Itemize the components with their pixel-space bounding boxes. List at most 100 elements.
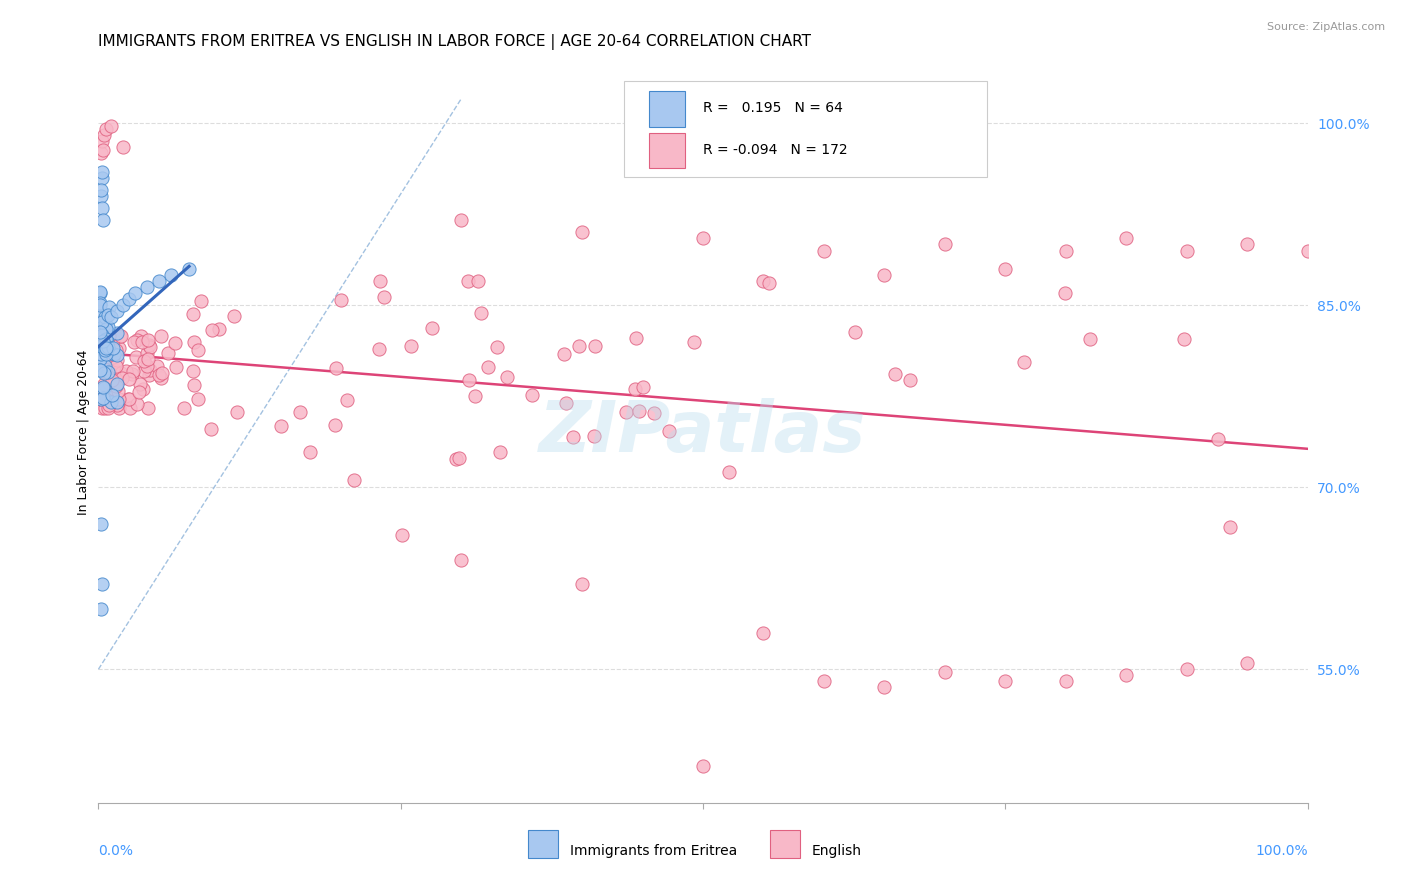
Point [1115,668,1137,682]
Point [118,392,141,406]
Point [553,347,575,361]
Point [187,392,209,406]
Point [181,307,204,321]
Point [110,366,132,380]
Point [103,365,125,379]
Point [89,285,111,299]
Point [90,328,112,343]
Point [336,393,359,408]
Text: Immigrants from Eritrea: Immigrants from Eritrea [569,844,737,858]
Point [201,323,224,337]
Point [115,364,138,378]
Point [136,333,159,347]
Point [624,383,647,397]
Point [91,213,114,227]
Point [97,300,120,314]
Point [399,339,422,353]
Point [89,298,111,312]
Point [187,343,209,358]
Point [138,362,160,376]
Point [873,681,896,695]
Point [91,201,114,215]
Point [752,626,775,640]
Point [118,292,141,306]
Point [98,398,121,412]
Point [1175,244,1198,258]
Point [571,225,593,239]
Point [368,274,391,288]
Point [93,401,115,416]
Point [96,332,118,346]
Point [135,280,157,294]
Point [367,342,389,356]
Point [520,387,543,401]
Point [683,334,706,349]
Point [107,384,129,398]
Point [93,366,115,380]
Point [150,366,173,380]
Point [1206,432,1229,446]
Point [111,298,134,312]
Point [91,380,114,394]
Point [288,405,311,419]
Point [98,366,121,380]
Point [131,334,153,349]
Point [105,343,128,358]
Point [111,140,134,154]
Point [157,346,180,360]
Point [110,368,132,382]
Point [1053,286,1076,301]
Point [444,451,467,466]
Point [90,392,112,406]
Point [91,143,114,157]
Point [90,401,112,416]
Point [1078,332,1101,346]
Point [96,342,118,356]
Point [118,372,141,386]
Point [94,321,117,335]
Point [183,378,205,392]
Point [752,274,775,288]
Point [1173,332,1195,346]
Point [994,261,1017,276]
Point [692,231,714,245]
Point [94,343,117,357]
Point [325,361,347,376]
Point [136,401,159,416]
Point [89,285,111,300]
Point [91,391,114,405]
Bar [769,830,800,858]
Point [105,398,128,412]
Point [132,354,155,368]
Point [132,383,155,397]
Point [450,213,472,227]
Point [692,759,714,773]
Point [90,189,112,203]
Point [470,306,492,320]
Point [101,342,124,356]
Point [105,326,128,340]
Point [93,355,115,369]
Point [93,362,115,376]
Point [135,359,157,373]
Point [127,333,149,347]
Point [90,601,112,615]
Point [97,393,120,408]
Point [91,334,114,348]
Point [89,326,111,340]
Point [329,293,352,307]
Point [89,363,111,377]
Point [108,401,131,416]
Point [373,289,395,303]
Point [616,405,638,419]
Point [179,261,201,276]
Bar [648,133,685,169]
Point [150,371,173,385]
Point [90,347,112,361]
Point [91,134,114,148]
Point [111,371,134,385]
Point [89,309,111,323]
Text: Source: ZipAtlas.com: Source: ZipAtlas.com [1267,22,1385,32]
Point [125,397,148,411]
Point [104,359,127,373]
